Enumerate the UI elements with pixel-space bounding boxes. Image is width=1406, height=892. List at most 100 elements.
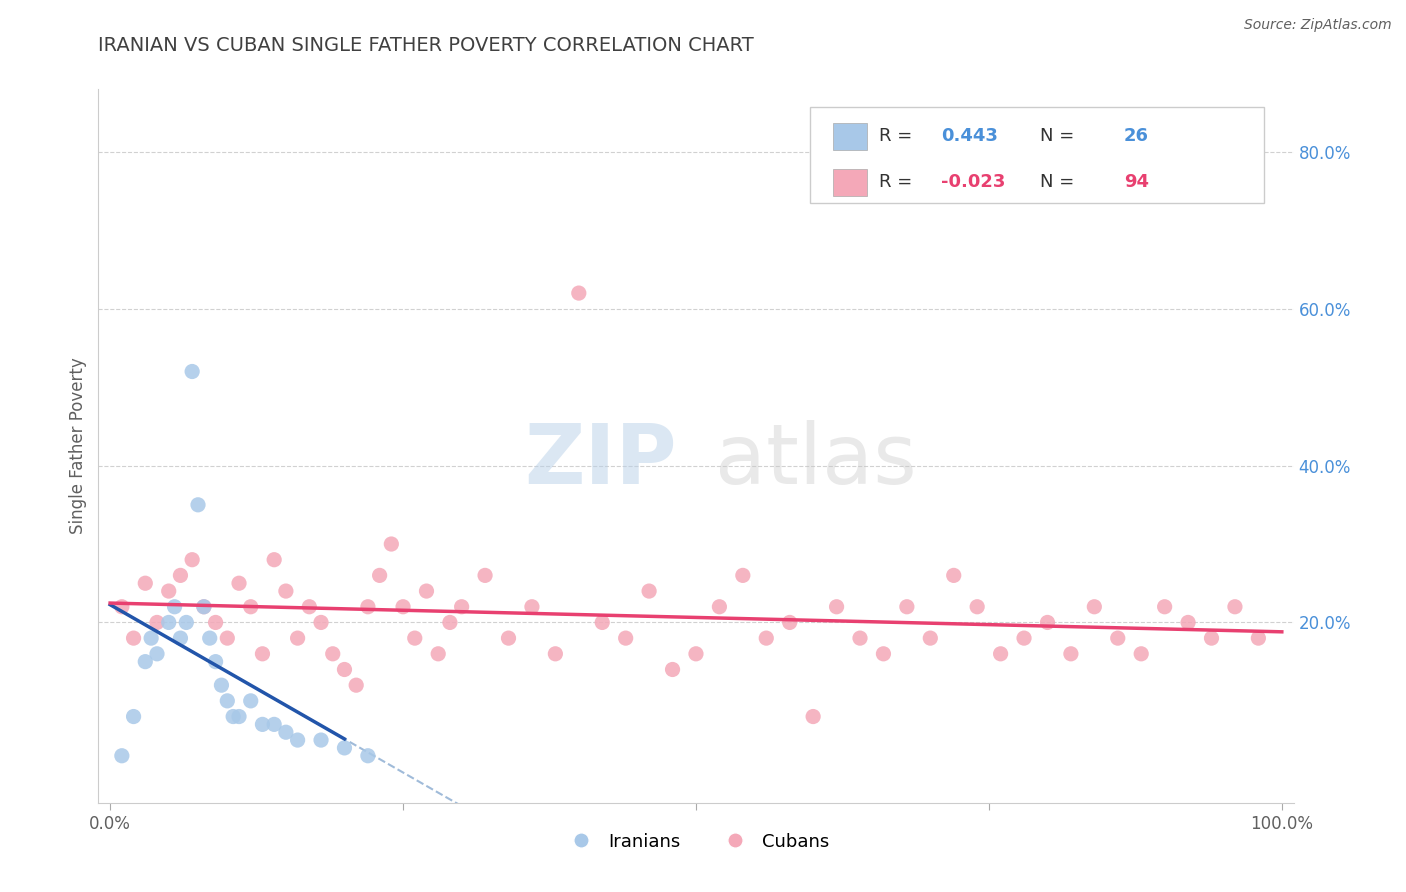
FancyBboxPatch shape [834, 169, 868, 196]
Point [217, 631, 239, 645]
Point [333, 740, 356, 755]
Point [1201, 631, 1223, 645]
Point [134, 655, 156, 669]
Point [333, 663, 356, 677]
Point [111, 748, 134, 763]
Point [1060, 647, 1083, 661]
Point [122, 631, 145, 645]
Point [193, 599, 215, 614]
Point [779, 615, 801, 630]
FancyBboxPatch shape [810, 107, 1264, 203]
Point [1130, 647, 1153, 661]
Point [825, 599, 848, 614]
Point [287, 733, 309, 747]
Point [404, 631, 426, 645]
Text: Source: ZipAtlas.com: Source: ZipAtlas.com [1244, 18, 1392, 32]
Point [193, 599, 215, 614]
Point [1247, 631, 1270, 645]
Point [263, 552, 285, 566]
Point [169, 631, 191, 645]
Point [239, 694, 262, 708]
Point [849, 631, 872, 645]
Point [163, 599, 186, 614]
Point [498, 631, 520, 645]
Point [239, 599, 262, 614]
Point [157, 615, 180, 630]
Point [450, 599, 472, 614]
Point [211, 678, 233, 692]
Point [204, 655, 226, 669]
Point [228, 709, 250, 723]
Text: 0.443: 0.443 [941, 127, 998, 145]
Point [685, 647, 707, 661]
Point [204, 615, 226, 630]
Point [344, 678, 367, 692]
Point [896, 599, 918, 614]
Point [274, 584, 297, 599]
Point [731, 568, 754, 582]
Text: R =: R = [879, 173, 918, 191]
FancyBboxPatch shape [834, 123, 868, 150]
Point [134, 576, 156, 591]
Text: N =: N = [1040, 173, 1080, 191]
Point [274, 725, 297, 739]
Point [298, 599, 321, 614]
Text: IRANIAN VS CUBAN SINGLE FATHER POVERTY CORRELATION CHART: IRANIAN VS CUBAN SINGLE FATHER POVERTY C… [98, 36, 754, 54]
Point [709, 599, 731, 614]
Point [872, 647, 894, 661]
Point [174, 615, 197, 630]
Point [520, 599, 543, 614]
Point [1177, 615, 1199, 630]
Point [920, 631, 942, 645]
Point [544, 647, 567, 661]
Point [181, 364, 204, 378]
Text: 94: 94 [1123, 173, 1149, 191]
Point [252, 717, 274, 731]
Point [187, 498, 209, 512]
Point [638, 584, 661, 599]
Point [591, 615, 613, 630]
Point [309, 733, 332, 747]
Point [157, 584, 180, 599]
Point [966, 599, 988, 614]
Legend: Iranians, Cubans: Iranians, Cubans [555, 826, 837, 858]
Text: ZIP: ZIP [524, 420, 676, 500]
Point [1223, 599, 1246, 614]
Point [322, 647, 344, 661]
Point [122, 709, 145, 723]
Y-axis label: Single Father Poverty: Single Father Poverty [69, 358, 87, 534]
Point [427, 647, 450, 661]
Point [392, 599, 415, 614]
Point [146, 615, 169, 630]
Point [252, 647, 274, 661]
Point [474, 568, 496, 582]
Point [146, 647, 169, 661]
Point [368, 568, 391, 582]
Point [309, 615, 332, 630]
Point [661, 663, 683, 677]
Point [198, 631, 221, 645]
Point [439, 615, 461, 630]
Text: R =: R = [879, 127, 918, 145]
Point [357, 748, 380, 763]
Point [415, 584, 437, 599]
Text: 26: 26 [1123, 127, 1149, 145]
Point [181, 552, 204, 566]
Point [755, 631, 778, 645]
Text: -0.023: -0.023 [941, 173, 1005, 191]
Point [1107, 631, 1129, 645]
Text: atlas: atlas [714, 420, 917, 500]
Point [1153, 599, 1175, 614]
Point [990, 647, 1012, 661]
Point [217, 694, 239, 708]
Point [141, 631, 163, 645]
Point [263, 717, 285, 731]
Point [357, 599, 380, 614]
Point [801, 709, 824, 723]
Point [222, 709, 245, 723]
Point [380, 537, 402, 551]
Point [568, 286, 591, 301]
Text: N =: N = [1040, 127, 1080, 145]
Point [169, 568, 191, 582]
Point [111, 599, 134, 614]
